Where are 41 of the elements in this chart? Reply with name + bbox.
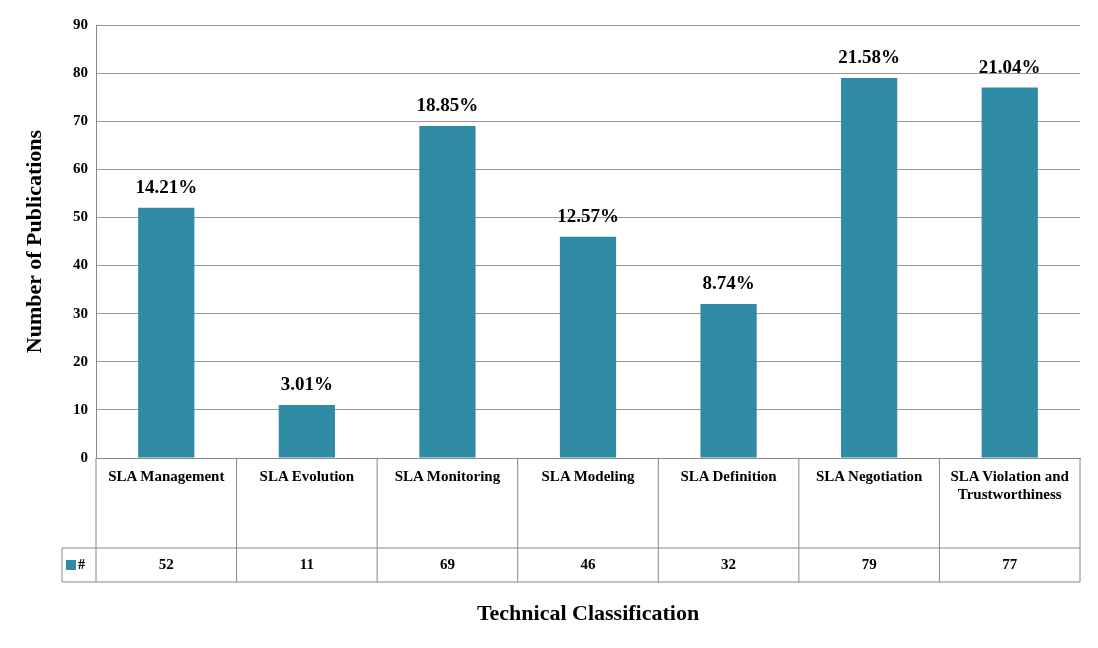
y-tick-label: 80: [73, 63, 88, 80]
x-tick-label: SLA Monitoring: [394, 467, 501, 484]
y-axis-title: Number of Publications: [20, 129, 46, 354]
y-tick-label: 90: [73, 15, 88, 32]
y-tick-label: 30: [73, 304, 88, 321]
x-tick-label: SLA Negotiation: [816, 467, 923, 484]
annotation: 12.57%: [557, 205, 619, 227]
x-tick-label: SLA Management: [108, 467, 225, 484]
data-label: 52: [158, 555, 174, 572]
bar: [700, 304, 757, 458]
annotation: 14.21%: [135, 176, 198, 198]
bar: [559, 236, 617, 458]
y-tick-label: 50: [73, 208, 88, 225]
data-label: 32: [721, 555, 737, 572]
data-label: 69: [439, 555, 455, 572]
x-tick-label: SLA Violation and Trustworthiness: [950, 467, 1070, 502]
y-tick-label: 40: [73, 256, 88, 273]
annotation: 21.04%: [978, 55, 1041, 77]
data-label: 77: [1002, 555, 1018, 572]
annotation: 18.85%: [416, 94, 479, 116]
y-tick-label: 70: [73, 112, 88, 129]
data-label: 79: [861, 555, 877, 572]
bar: [841, 77, 898, 458]
bar: [138, 207, 195, 458]
annotation: 21.58%: [838, 46, 901, 68]
x-axis-title: Technical Classification: [476, 600, 700, 626]
data-label: 46: [580, 555, 596, 572]
x-tick-label: SLA Definition: [680, 467, 778, 484]
legend-label: #: [78, 556, 85, 572]
x-tick-label: SLA Evolution: [259, 467, 355, 484]
bar: [419, 126, 476, 458]
y-tick-label: 0: [80, 448, 88, 465]
bar: [981, 87, 1038, 458]
bar: [278, 405, 335, 458]
annotation: 3.01%: [280, 373, 333, 395]
data-label: 11: [299, 555, 314, 572]
x-tick-label: SLA Modeling: [541, 467, 635, 484]
y-tick-label: 10: [73, 400, 88, 417]
annotation: 8.74%: [702, 272, 755, 294]
y-tick-label: 20: [73, 352, 88, 369]
y-tick-label: 60: [73, 160, 88, 177]
